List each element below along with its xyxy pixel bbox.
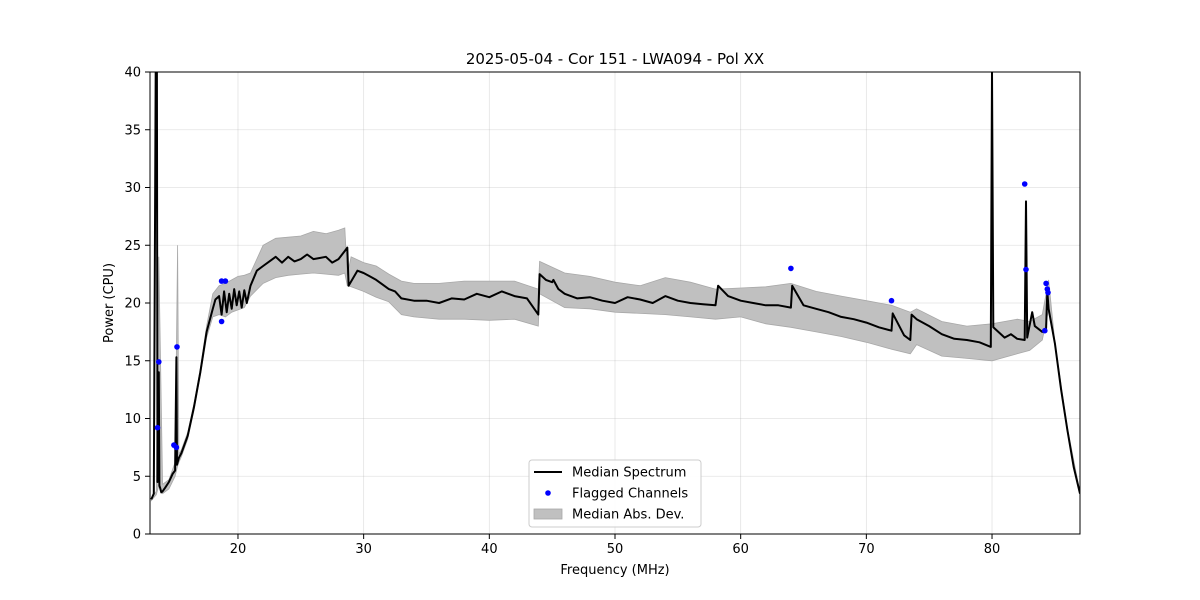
legend-flagged-label: Flagged Channels (572, 487, 688, 502)
y-tick-label: 30 (124, 181, 141, 196)
y-tick-label: 20 (124, 297, 141, 312)
legend-flagged-swatch (545, 490, 551, 496)
x-axis: 20 30 40 50 60 70 80 (230, 534, 1001, 557)
x-axis-label: Frequency (MHz) (560, 563, 669, 578)
flagged-channel-point (1021, 181, 1028, 187)
y-tick-label: 0 (133, 528, 141, 543)
series-median-spectrum-line (150, 72, 1080, 500)
y-tick-label: 25 (124, 239, 141, 254)
x-tick-label: 20 (230, 542, 247, 557)
flagged-channel-point (888, 297, 895, 304)
flagged-channel-point (173, 444, 180, 451)
flagged-channel-point (154, 424, 161, 431)
flagged-channel-point (1042, 327, 1048, 334)
y-tick-label: 40 (124, 66, 141, 81)
y-axis: 0 5 10 15 20 25 30 35 40 (124, 66, 150, 543)
x-tick-label: 40 (481, 542, 498, 557)
y-axis-label: Power (CPU) (102, 263, 117, 343)
legend-median-label: Median Spectrum (572, 466, 686, 481)
flagged-channel-point (222, 278, 229, 284)
series-median-abs-dev-band (150, 227, 1080, 502)
y-tick-label: 5 (133, 470, 141, 485)
series-flagged-channels (154, 181, 1051, 451)
legend-mad-swatch (533, 508, 563, 520)
flagged-channel-point (218, 318, 225, 325)
plot-area (150, 72, 1080, 502)
x-tick-label: 50 (607, 542, 624, 557)
x-tick-label: 80 (984, 542, 1001, 557)
x-tick-label: 30 (355, 542, 372, 557)
y-tick-label: 35 (124, 123, 141, 138)
legend-box (528, 459, 702, 528)
flagged-channel-point (1023, 266, 1029, 273)
flagged-channel-point (788, 265, 794, 272)
y-tick-label: 10 (124, 412, 141, 427)
legend: Median Spectrum Flagged Channels Median … (528, 459, 702, 528)
y-tick-label: 15 (124, 354, 141, 369)
flagged-channel-point (1043, 280, 1049, 287)
x-tick-label: 60 (732, 542, 749, 557)
chart-title: 2025-05-04 - Cor 151 - LWA094 - Pol XX (466, 50, 764, 68)
flagged-channel-point (156, 359, 162, 365)
flagged-channel-point (174, 344, 180, 350)
flagged-channel-point (1045, 289, 1051, 296)
x-tick-label: 70 (858, 542, 875, 557)
legend-mad-label: Median Abs. Dev. (572, 508, 684, 523)
